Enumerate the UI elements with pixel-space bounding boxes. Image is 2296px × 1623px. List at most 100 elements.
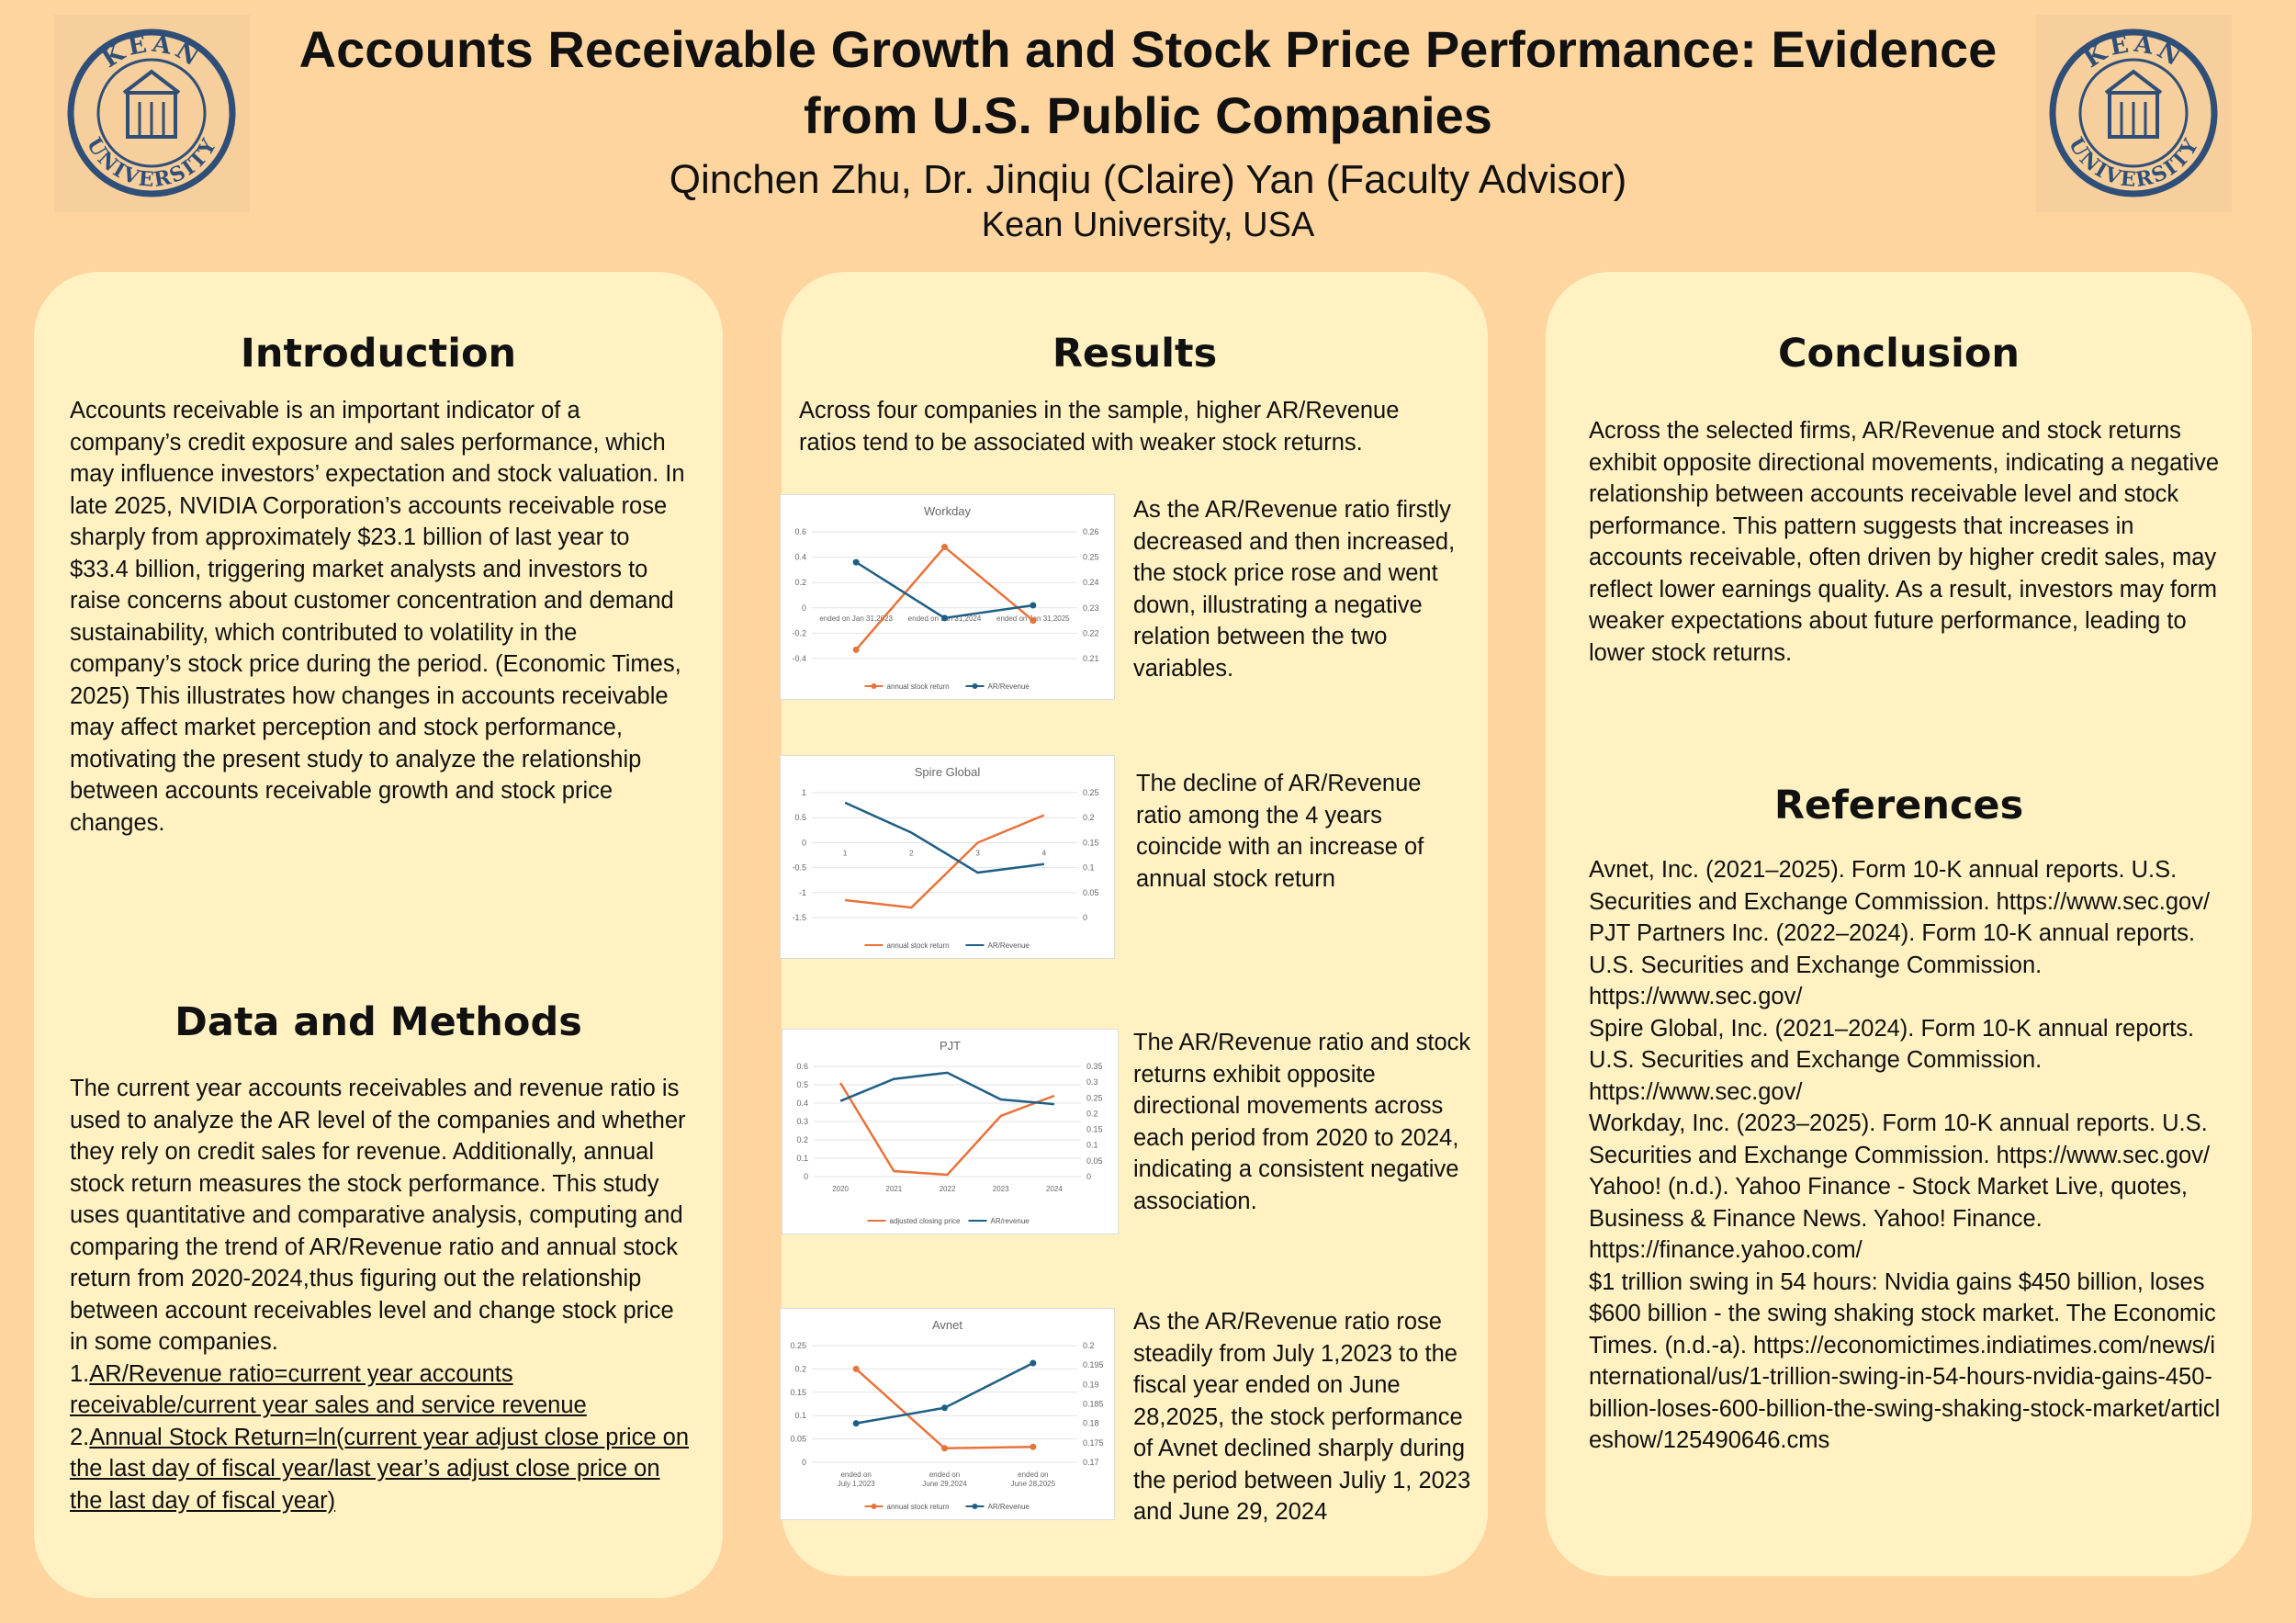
- y-tick-label: 0.2: [794, 578, 806, 587]
- y2-tick-label: 0.15: [1086, 1125, 1103, 1134]
- y-tick-label: 0.2: [794, 1364, 806, 1373]
- methods-heading: Data and Methods: [174, 999, 582, 1045]
- references-heading: References: [1773, 783, 2024, 828]
- y2-tick-label: 0.17: [1083, 1458, 1099, 1467]
- y-tick-label: -0.5: [792, 863, 806, 873]
- y2-tick-label: 0.175: [1083, 1438, 1104, 1448]
- y-tick-label: 0.4: [794, 553, 806, 562]
- y2-tick-label: 0.1: [1083, 863, 1095, 873]
- y-tick-label: -1.5: [792, 913, 806, 922]
- legend-label: AR/revenue: [991, 1217, 1030, 1225]
- legend-marker: [871, 1504, 877, 1509]
- chart-title: Avnet: [932, 1318, 962, 1332]
- x-tick-label: 4: [1042, 849, 1047, 857]
- y-tick-label: 0.5: [794, 813, 806, 822]
- y-tick-label: 0.25: [790, 1341, 806, 1350]
- y2-tick-label: 0.1: [1086, 1141, 1098, 1150]
- x-tick-label: 2: [909, 849, 914, 857]
- y2-tick-label: 0.25: [1083, 788, 1099, 797]
- series-line: [855, 545, 1034, 651]
- y2-tick-label: 0.05: [1086, 1156, 1103, 1166]
- y-tick-label: 0.2: [796, 1135, 808, 1144]
- legend-label: annual stock return: [887, 941, 950, 950]
- x-tick-label: ended on: [1018, 1471, 1048, 1479]
- formula-stock-return-text: Annual Stock Return=ln(current year adju…: [70, 1424, 689, 1514]
- legend-label: AR/Revenue: [988, 682, 1030, 691]
- x-tick-label: July 1,2023: [838, 1480, 875, 1488]
- y-tick-label: 0.1: [796, 1154, 808, 1163]
- poster-title: Accounts Receivable Growth and Stock Pri…: [298, 20, 1998, 144]
- svg-text:KEAN: KEAN: [97, 30, 207, 74]
- reference-item: Workday, Inc. (2023–2025). Form 10-K ann…: [1589, 1110, 2211, 1168]
- y-tick-label: 0: [802, 603, 806, 613]
- chart-title: Workday: [924, 504, 972, 518]
- legend-marker: [972, 1504, 978, 1509]
- workday-description: As the AR/Revenue ratio firstly decrease…: [1133, 497, 1456, 682]
- conclusion-heading: Conclusion: [1777, 331, 2020, 377]
- pjt-description: The AR/Revenue ratio and stock returns e…: [1133, 1030, 1471, 1214]
- y2-tick-label: 0.3: [1086, 1077, 1098, 1087]
- y-tick-label: 0.1: [794, 1411, 806, 1420]
- avnet-line-chart: Avnet 0 0.05 0.1 0.15 0.2 0.25 0.17 0.175 0.18 0.1…: [790, 1318, 1104, 1511]
- avnet-description: As the AR/Revenue ratio rose steadily fr…: [1133, 1309, 1471, 1525]
- y2-tick-label: 0.25: [1086, 1093, 1103, 1102]
- y2-tick-label: 0.22: [1083, 628, 1099, 637]
- y-tick-label: 1: [802, 788, 806, 797]
- chart-workday: Workday -0.4 -0.2 0 0.2 0.4 0.6 0.21 0.22 0.23 0.2…: [780, 494, 1115, 700]
- y-tick-label: 0.15: [790, 1388, 806, 1397]
- y2-tick-label: 0: [1083, 913, 1087, 922]
- y2-tick-label: 0.23: [1083, 603, 1099, 613]
- y-tick-label: 0.6: [796, 1062, 808, 1071]
- y2-tick-label: 0.2: [1083, 813, 1095, 822]
- introduction-text: Accounts receivable is an important indi…: [70, 398, 685, 836]
- y2-tick-label: 0.21: [1083, 654, 1099, 663]
- x-tick-label: 2023: [993, 1185, 1009, 1193]
- svg-text:UNIVERSITY: UNIVERSITY: [2064, 133, 2204, 192]
- y-tick-label: 0.5: [796, 1080, 808, 1089]
- formula-ar-revenue-text: AR/Revenue ratio=current year accounts r…: [70, 1360, 587, 1419]
- data-point: [852, 646, 860, 653]
- left-panel: Introduction Accounts receivable is an i…: [34, 272, 723, 1598]
- y-tick-label: 0: [802, 838, 806, 847]
- x-tick-label: 2022: [940, 1185, 956, 1193]
- reference-item: Spire Global, Inc. (2021–2024). Form 10-…: [1589, 1015, 2195, 1105]
- reference-item: Avnet, Inc. (2021–2025). Form 10-K annua…: [1589, 857, 2211, 915]
- chart-pjt: PJT 0 0.1 0.2 0.3 0.4 0.5 0.6 0 0.05 0.1 0.15 0.2 0.2…: [782, 1029, 1119, 1234]
- results-intro: Across four companies in the sample, hig…: [799, 398, 1400, 456]
- university-seal-icon: KEAN UNIVERSITY: [67, 28, 236, 197]
- y2-tick-label: 0.24: [1083, 578, 1099, 587]
- x-tick-label: 2024: [1046, 1185, 1063, 1193]
- conclusion-text: Across the selected firms, AR/Revenue an…: [1589, 418, 2220, 666]
- data-point: [941, 544, 948, 551]
- formula-number: 2.: [70, 1424, 90, 1450]
- chart-avnet: Avnet 0 0.05 0.1 0.15 0.2 0.25 0.17 0.175 0.18 0.1…: [780, 1308, 1115, 1520]
- series-line: [855, 561, 1034, 620]
- x-tick-label: 2021: [885, 1185, 902, 1193]
- data-point: [941, 614, 948, 622]
- series-line: [839, 1082, 1055, 1177]
- series-line: [839, 1071, 1055, 1106]
- formula-number: 1.: [70, 1360, 90, 1387]
- y2-tick-label: 0: [1086, 1172, 1091, 1181]
- y2-tick-label: 0.25: [1083, 553, 1099, 562]
- legend-label: adjusted closing price: [890, 1217, 961, 1225]
- y2-tick-label: 0.18: [1083, 1419, 1099, 1428]
- x-tick-label: June 29,2024: [922, 1480, 967, 1488]
- results-heading: Results: [1052, 331, 1218, 377]
- spire-description: The decline of AR/Revenue ratio among th…: [1136, 771, 1424, 892]
- x-tick-label: ended on Jan 31,2023: [819, 614, 893, 623]
- x-tick-label: 3: [975, 849, 980, 857]
- y-tick-label: 0.4: [796, 1099, 808, 1108]
- data-point: [852, 1420, 860, 1427]
- y2-tick-label: 0.185: [1083, 1400, 1104, 1409]
- data-point: [941, 1404, 948, 1412]
- formula-stock-return: 2.Annual Stock Return=ln(current year ad…: [70, 1422, 691, 1517]
- legend-label: AR/Revenue: [988, 941, 1030, 950]
- introduction-heading: Introduction: [240, 331, 517, 377]
- y-tick-label: 0.3: [796, 1117, 808, 1126]
- y2-tick-label: 0.05: [1083, 888, 1099, 897]
- reference-item: $1 trillion swing in 54 hours: Nvidia ga…: [1589, 1268, 2221, 1454]
- legend-marker: [972, 683, 978, 689]
- y2-tick-label: 0.2: [1086, 1109, 1098, 1118]
- data-point: [1030, 602, 1037, 609]
